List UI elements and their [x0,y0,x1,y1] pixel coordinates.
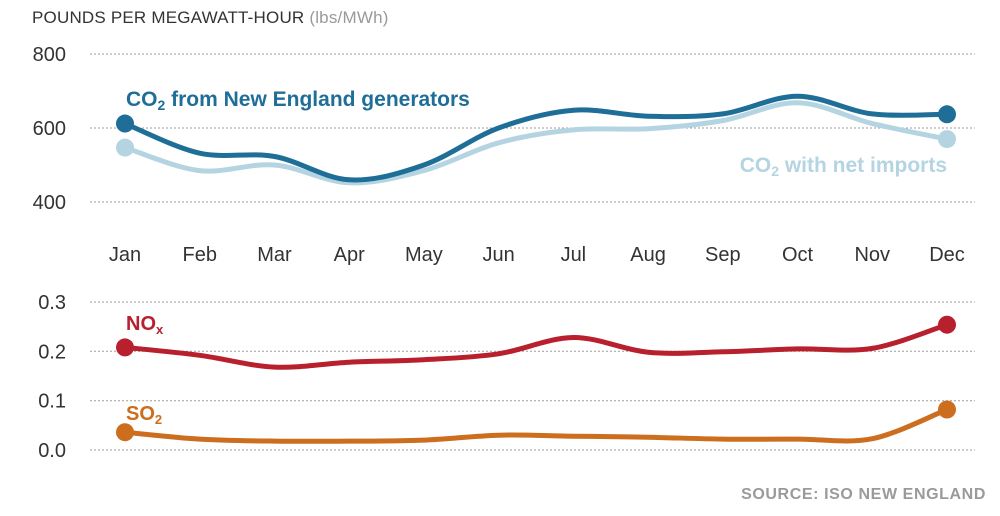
series-label-0-0: CO2 from New England generators [126,88,470,113]
data-point-0-1-11 [938,130,956,149]
x-tick-label-5: Jun [483,244,515,266]
x-tick-label-9: Oct [782,244,814,266]
y-tick-label-0-1: 600 [33,118,66,140]
data-point-0-0-11 [938,105,956,124]
data-point-0-1-0 [116,138,134,157]
series-label-1-0: NOx [126,313,164,337]
data-point-1-0-11 [938,315,956,334]
x-tick-label-4: May [405,244,443,266]
y-axis-title: POUNDS PER MEGAWATT-HOUR (lbs/MWh) [32,8,389,28]
x-tick-label-0: Jan [109,244,141,266]
x-tick-label-8: Sep [705,244,741,266]
source-note: SOURCE: ISO NEW ENGLAND [741,486,986,503]
x-tick-label-1: Feb [182,244,216,266]
y-tick-label-1-1: 0.2 [38,341,66,363]
series-line-0-1 [122,100,950,186]
data-point-0-0-0 [116,114,134,133]
series-label-0-1: CO2 with net imports [740,154,947,179]
series-line-1-1 [122,407,950,444]
x-tick-label-10: Nov [854,244,890,266]
y-tick-label-0-0: 800 [33,44,66,66]
series-label-1-1: SO2 [126,403,162,427]
y-tick-label-1-0: 0.3 [38,292,66,314]
series-line-1-0 [122,322,950,370]
x-tick-label-6: Jul [561,244,587,266]
x-tick-label-7: Aug [630,244,666,266]
y-tick-label-0-2: 400 [33,192,66,214]
x-tick-label-3: Apr [334,244,365,266]
y-tick-label-1-3: 0.0 [38,440,66,462]
y-axis-unit: (lbs/MWh) [309,8,389,27]
data-point-1-1-0 [116,423,134,442]
y-tick-label-1-2: 0.1 [38,391,66,413]
x-tick-label-11: Dec [929,244,965,266]
series-line-0-0 [122,93,950,183]
data-point-1-0-0 [116,338,134,357]
data-point-1-1-11 [938,400,956,419]
y-axis-title-text: POUNDS PER MEGAWATT-HOUR [32,8,305,27]
x-tick-label-2: Mar [257,244,292,266]
